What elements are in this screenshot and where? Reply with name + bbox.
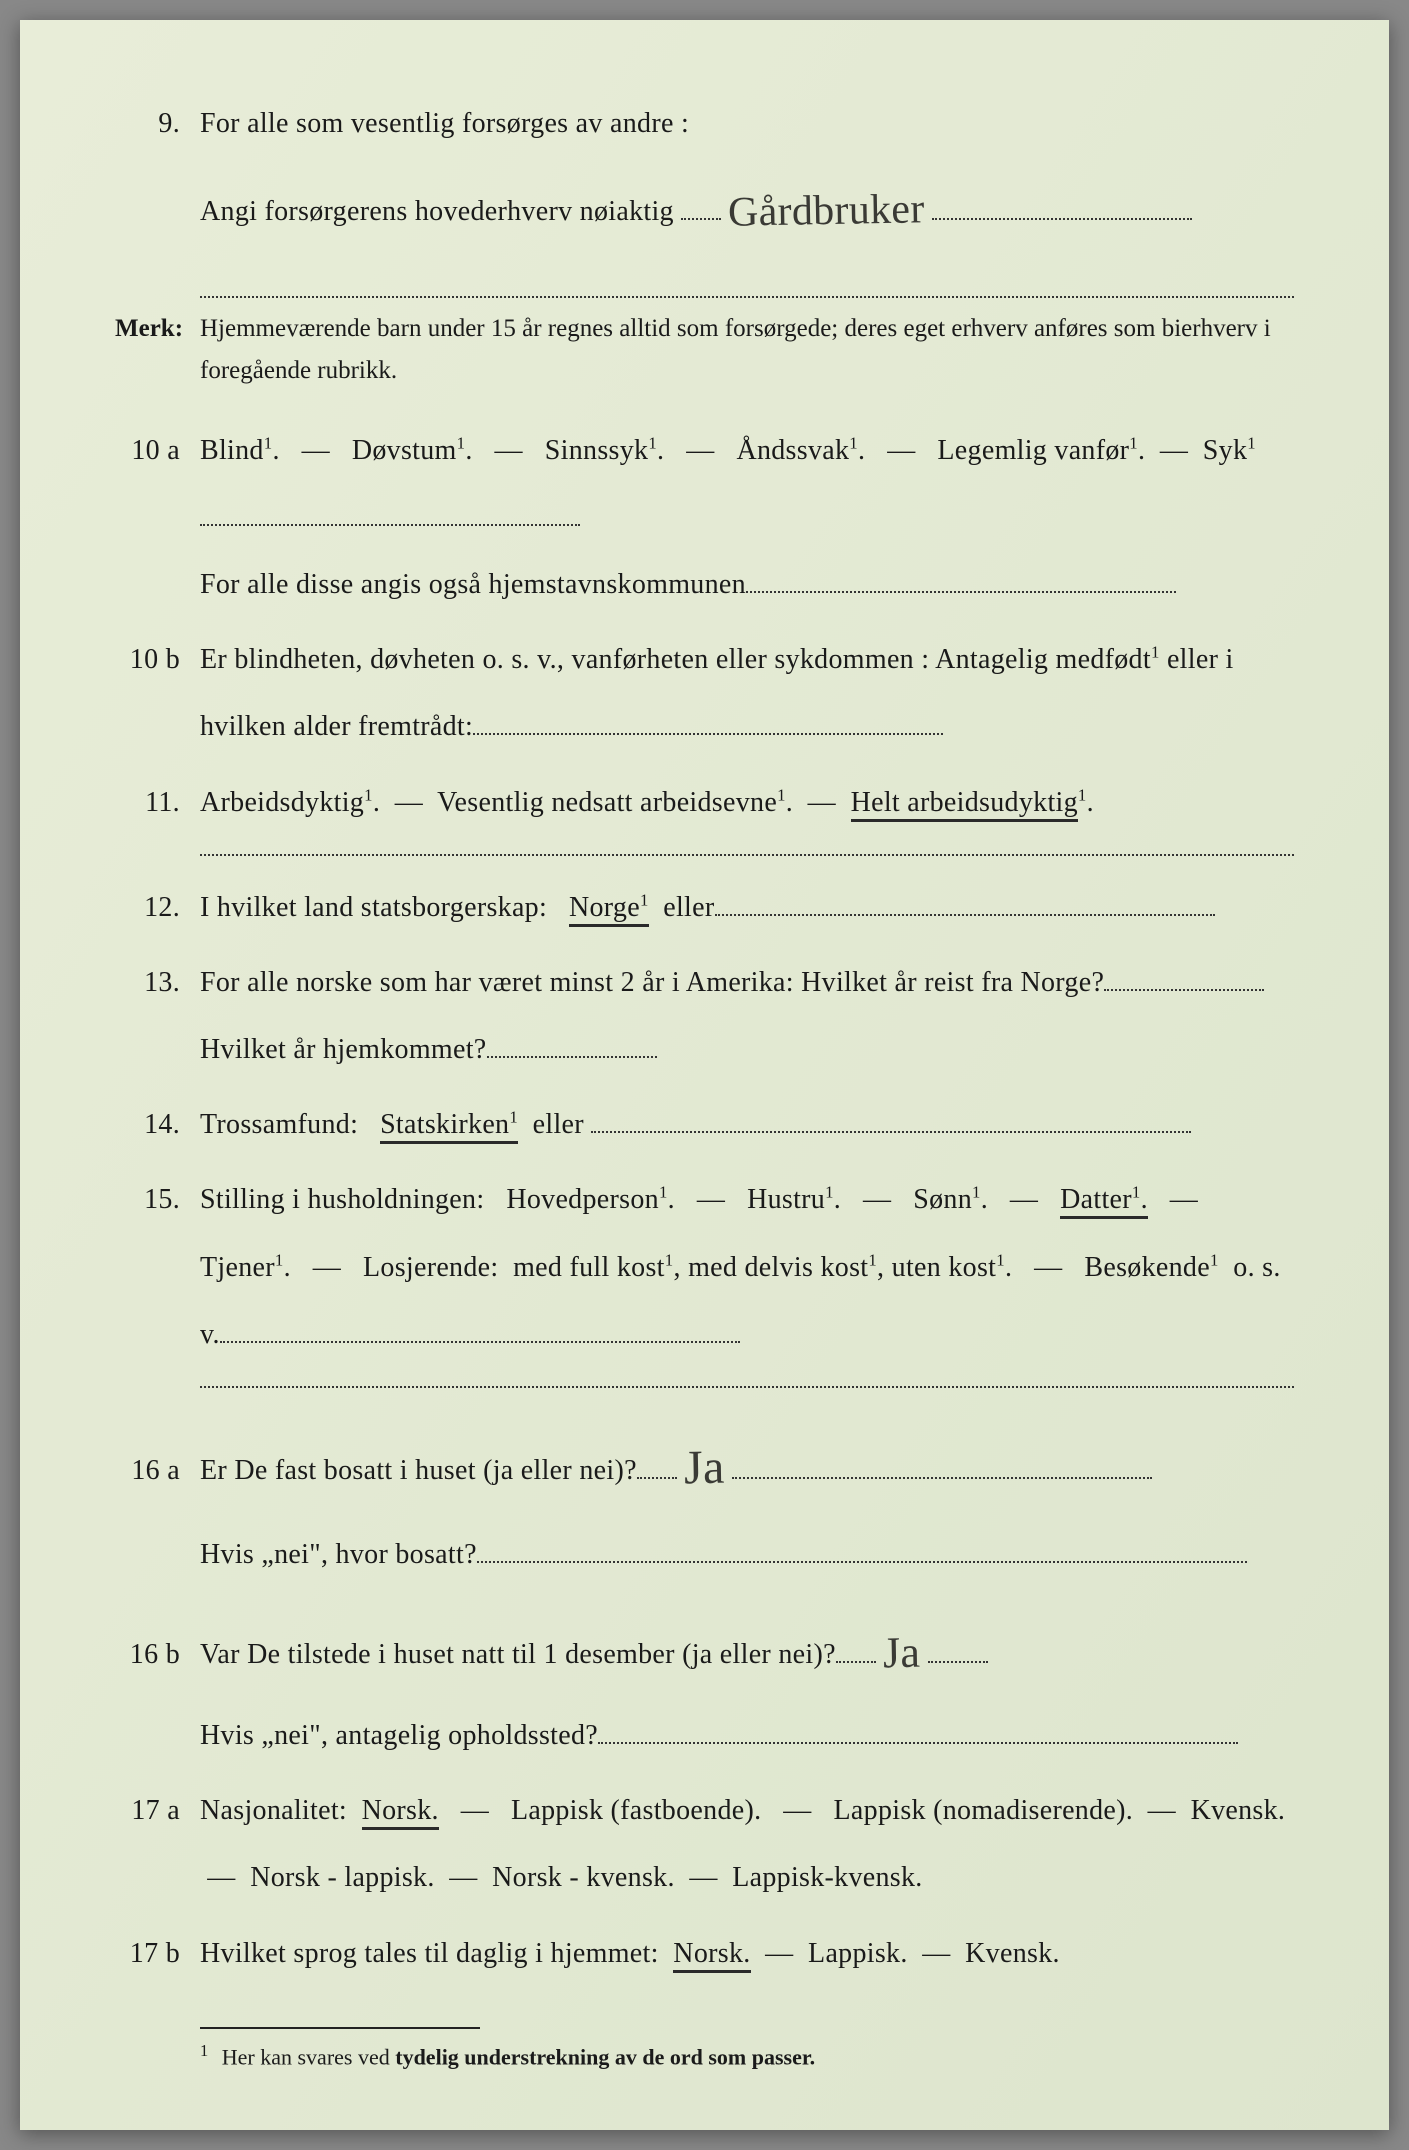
q10a-row: 10 a Blind1. — Døvstum1. — Sinnssyk1. — … (115, 417, 1294, 619)
q13-text2: Hvilket år hjemkommet? (200, 1034, 487, 1065)
q10b-row: 10 b Er blindheten, døvheten o. s. v., v… (115, 626, 1294, 760)
q17b-norsk: Norsk. (673, 1938, 750, 1973)
q14-underlined: Statskirken1 (380, 1109, 518, 1144)
q15-sonn: Sønn1. (913, 1184, 988, 1215)
q10b-content: Er blindheten, døvheten o. s. v., vanfør… (200, 626, 1294, 760)
q15-lead: Stilling i husholdningen: (200, 1184, 484, 1215)
q17a-opt3: Kvensk. (1191, 1795, 1286, 1826)
q11-opt2: Vesentlig nedsatt arbeidsevne1. (437, 787, 793, 818)
q13-row: 13. For alle norske som har været minst … (115, 949, 1294, 1083)
q17a-opt6: Lappisk-kvensk. (732, 1862, 922, 1893)
q17a-content: Nasjonalitet: Norsk. — Lappisk (fastboen… (200, 1777, 1294, 1911)
q17a-opt4: Norsk - lappisk. (250, 1862, 434, 1893)
q14-content: Trossamfund: Statskirken1 eller (200, 1091, 1294, 1158)
q17a-opt2: Lappisk (nomadiserende). (834, 1795, 1134, 1826)
q9-handwritten: Gårdbruker (728, 159, 926, 263)
q10a-opt-blind: Blind1. (200, 435, 280, 466)
q13-text: For alle norske som har været minst 2 år… (200, 967, 1104, 998)
q11-row: 11. Arbeidsdyktig1. — Vesentlig nedsatt … (115, 769, 1294, 836)
footnote: 1 Her kan svares ved tydelig understrekn… (200, 2041, 1294, 2070)
q10a-opt-andssvak: Åndssvak1. (736, 435, 865, 466)
q10a-opt-syk: Syk1 (1203, 435, 1256, 466)
q12-row: 12. I hvilket land statsborgerskap: Norg… (115, 874, 1294, 941)
q9-line1: For alle som vesentlig forsørges av andr… (200, 108, 689, 139)
q10a-opt-sinnssyk: Sinnssyk1. (545, 435, 665, 466)
q16a-handwritten: Ja (683, 1410, 726, 1526)
q9-blank-line (200, 264, 1294, 298)
q17b-number: 17 b (115, 1920, 200, 1987)
q12-text: I hvilket land statsborgerskap: (200, 892, 547, 923)
q10b-number: 10 b (115, 626, 200, 693)
q16a-row: 16 a Er De fast bosatt i huset (ja eller… (115, 1406, 1294, 1588)
q9-content: For alle som vesentlig forsørges av andr… (200, 90, 1294, 298)
q10a-opt-legemlig: Legemlig vanfør1. (937, 435, 1145, 466)
q15-content: Stilling i husholdningen: Hovedperson1. … (200, 1166, 1294, 1368)
merk-text: Hjemmeværende barn under 15 år regnes al… (200, 308, 1294, 393)
q17a-row: 17 a Nasjonalitet: Norsk. — Lappisk (fas… (115, 1777, 1294, 1911)
q16a-content: Er De fast bosatt i huset (ja eller nei)… (200, 1406, 1294, 1588)
q14-after: eller (533, 1109, 584, 1140)
q15-losjerende: Losjerende: (363, 1252, 498, 1283)
q14-text: Trossamfund: (200, 1109, 358, 1140)
q10a-opt-dovstum: Døvstum1. (352, 435, 473, 466)
section-divider-1 (200, 854, 1294, 856)
q16a-text: Er De fast bosatt i huset (ja eller nei)… (200, 1455, 637, 1486)
q15-fullkost: med full kost1, (513, 1252, 681, 1283)
q14-row: 14. Trossamfund: Statskirken1 eller (115, 1091, 1294, 1158)
q15-besokende: Besøkende1 (1084, 1252, 1218, 1283)
q12-underlined: Norge1 (569, 892, 649, 927)
q12-content: I hvilket land statsborgerskap: Norge1 e… (200, 874, 1294, 941)
q16b-number: 16 b (115, 1621, 200, 1688)
q15-utenkost: uten kost1. (892, 1252, 1013, 1283)
q10a-number: 10 a (115, 417, 200, 484)
q15-hovedperson: Hovedperson1. (506, 1184, 675, 1215)
q16b-row: 16 b Var De tilstede i huset natt til 1 … (115, 1596, 1294, 1769)
q12-after: eller (663, 892, 714, 923)
q9-number: 9. (115, 90, 200, 157)
q16b-content: Var De tilstede i huset natt til 1 desem… (200, 1596, 1294, 1769)
q15-delviskost: med delvis kost1, (688, 1252, 884, 1283)
q17a-norsk: Norsk. (362, 1795, 439, 1830)
footnote-number: 1 (200, 2041, 208, 2060)
q13-number: 13. (115, 949, 200, 1016)
q17a-lead: Nasjonalitet: (200, 1795, 347, 1826)
q9-row: 9. For alle som vesentlig forsørges av a… (115, 90, 1294, 298)
q16a-number: 16 a (115, 1437, 200, 1504)
q10a-line2: For alle disse angis også hjemstavnskomm… (200, 569, 746, 600)
census-form-page: 9. For alle som vesentlig forsørges av a… (20, 20, 1389, 2130)
q17a-number: 17 a (115, 1777, 200, 1844)
q11-content: Arbeidsdyktig1. — Vesentlig nedsatt arbe… (200, 769, 1294, 836)
section-divider-2 (200, 1386, 1294, 1388)
q15-number: 15. (115, 1166, 200, 1233)
q16b-text: Var De tilstede i huset natt til 1 desem… (200, 1639, 836, 1670)
q16a-line2: Hvis „nei", hvor bosatt? (200, 1539, 477, 1570)
q15-hustru: Hustru1. (747, 1184, 841, 1215)
q10b-text1: Er blindheten, døvheten o. s. v., vanfør… (200, 644, 1151, 675)
q15-row: 15. Stilling i husholdningen: Hovedperso… (115, 1166, 1294, 1368)
q16b-handwritten: Ja (882, 1600, 921, 1706)
q17b-content: Hvilket sprog tales til daglig i hjemmet… (200, 1920, 1294, 1987)
q10a-content: Blind1. — Døvstum1. — Sinnssyk1. — Åndss… (200, 417, 1294, 619)
q17b-row: 17 b Hvilket sprog tales til daglig i hj… (115, 1920, 1294, 1987)
merk-note: Merk: Hjemmeværende barn under 15 år reg… (115, 308, 1294, 393)
q17a-opt1: Lappisk (fastboende). (511, 1795, 761, 1826)
q12-number: 12. (115, 874, 200, 941)
q17a-opt5: Norsk - kvensk. (492, 1862, 675, 1893)
q15-tjener: Tjener1. (200, 1252, 291, 1283)
q16b-line2: Hvis „nei", antagelig opholdssted? (200, 1720, 598, 1751)
q14-number: 14. (115, 1091, 200, 1158)
q17b-opt2: Kvensk. (965, 1938, 1060, 1969)
footnote-rule (200, 2027, 480, 2029)
q11-opt3: Helt arbeidsudyktig1. (851, 787, 1094, 818)
q11-opt1: Arbeidsdyktig1. (200, 787, 380, 818)
q13-content: For alle norske som har været minst 2 år… (200, 949, 1294, 1083)
merk-label: Merk: (115, 308, 200, 393)
q11-number: 11. (115, 769, 200, 836)
q15-datter: Datter1. (1060, 1184, 1148, 1219)
q17b-lead: Hvilket sprog tales til daglig i hjemmet… (200, 1938, 659, 1969)
q9-line2: Angi forsørgerens hovederhverv nøiaktig (200, 196, 674, 227)
q17b-opt1: Lappisk. (808, 1938, 908, 1969)
